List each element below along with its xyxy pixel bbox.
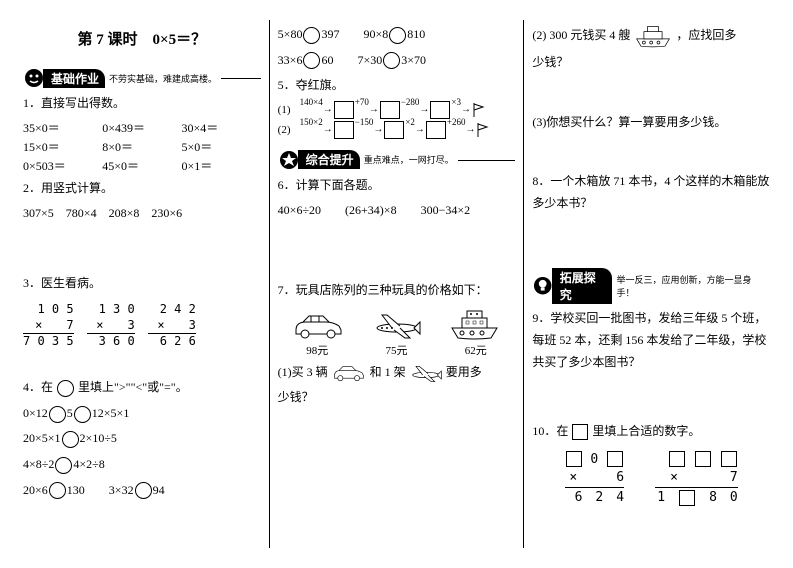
- q7-sub3: (3)你想买什么？算一算要用多少钱。: [532, 112, 770, 134]
- bulb-icon: [532, 275, 553, 297]
- toy-prices: 98元75元62元: [278, 342, 516, 358]
- q1-title: 1．直接写出得数。: [23, 93, 261, 115]
- star-icon: [278, 149, 300, 171]
- badge-basic: 基础作业: [43, 69, 105, 88]
- plane-icon: [372, 310, 422, 340]
- worksheet-page: 第 7 课时 0×5＝？ 基础作业 不劳实基础，难建成高楼。 1．直接写出得数。…: [0, 0, 793, 568]
- q2-title: 2．用竖式计算。: [23, 178, 261, 200]
- q3-problems: 1 0 5× 77 0 3 5 1 3 0× 3 3 6 0 2 4 2× 3 …: [23, 298, 261, 353]
- q4-line: 20×6130 3×3294: [23, 480, 261, 502]
- q7-sub1d: 少钱？: [278, 387, 516, 409]
- page-title: 第 7 课时 0×5＝？: [23, 28, 261, 49]
- col2-compare: 33×660 7×303×70: [278, 50, 516, 72]
- q5-flow2: (2) 150×2→ −150→ ×2→ +260→: [278, 121, 516, 139]
- q10-problems: 0 × 6 6 2 4 × 7 1 8 0: [532, 447, 770, 512]
- q6-title: 6．计算下面各题。: [278, 175, 516, 197]
- pencil-icon: [23, 67, 45, 89]
- badge-basic-sub: 不劳实基础，难建成高楼。: [109, 72, 217, 85]
- flag-icon: [471, 102, 487, 118]
- q1-row: 35×0＝0×439＝30×4＝: [23, 119, 261, 136]
- q4-line: 20×5×12×10÷5: [23, 428, 261, 450]
- q7-title: 7．玩具店陈列的三种玩具的价格如下：: [278, 280, 516, 302]
- column-1: 第 7 课时 0×5＝？ 基础作业 不劳实基础，难建成高楼。 1．直接写出得数。…: [15, 20, 270, 548]
- q1-row: 15×0＝8×0＝5×0＝: [23, 138, 261, 155]
- q7-sub2c: 少钱？: [532, 52, 770, 74]
- q7-sub1: (1)买 3 辆 和 1 架 要用多: [278, 362, 516, 384]
- q6-items: 40×6÷20 (26+34)×8 300−34×2: [278, 200, 516, 222]
- column-3: (2) 300 元钱买 4 艘 ，应找回多 少钱？ (3)你想买什么？算一算要用…: [524, 20, 778, 548]
- col2-compare: 5×80397 90×8810: [278, 24, 516, 46]
- ship-icon: [447, 308, 502, 340]
- section-basic-header: 基础作业 不劳实基础，难建成高楼。: [23, 67, 261, 89]
- q1-row: 0×503＝45×0＝0×1＝: [23, 157, 261, 174]
- q3-title: 3．医生看病。: [23, 273, 261, 295]
- badge-comp-sub: 重点难点，一网打尽。: [364, 153, 454, 166]
- q9: 9．学校买回一批图书，发给三年级 5 个班，每班 52 本，还剩 156 本发给…: [532, 308, 770, 373]
- badge-ext-sub: 举一反三，应用创新，方能一显身手！: [616, 273, 766, 299]
- q2-items: 307×5 780×4 208×8 230×6: [23, 203, 261, 225]
- ship-icon: [633, 24, 673, 48]
- q10-title: 10．在 里填上合适的数字。: [532, 421, 770, 443]
- badge-comp: 综合提升: [298, 150, 360, 169]
- section-ext-header: 拓展探究 举一反三，应用创新，方能一显身手！: [532, 268, 770, 304]
- car-icon: [331, 364, 367, 382]
- toy-images: [278, 308, 516, 340]
- q7-sub2: (2) 300 元钱买 4 艘 ，应找回多: [532, 24, 770, 48]
- badge-ext: 拓展探究: [552, 268, 613, 304]
- car-icon: [291, 312, 346, 340]
- section-comp-header: 综合提升 重点难点，一网打尽。: [278, 149, 516, 171]
- column-2: 5×80397 90×8810 33×660 7×303×70 5．夺红旗。 (…: [270, 20, 525, 548]
- q4-line: 0×12512×5×1: [23, 403, 261, 425]
- plane-icon: [409, 363, 443, 383]
- q4-title: 4．在 里填上">""<"或"="。: [23, 377, 261, 399]
- q4-line: 4×8÷24×2÷8: [23, 454, 261, 476]
- q8: 8．一个木箱放 71 本书，4 个这样的木箱能放多少本书？: [532, 171, 770, 214]
- flag-icon: [475, 122, 491, 138]
- q5-title: 5．夺红旗。: [278, 75, 516, 97]
